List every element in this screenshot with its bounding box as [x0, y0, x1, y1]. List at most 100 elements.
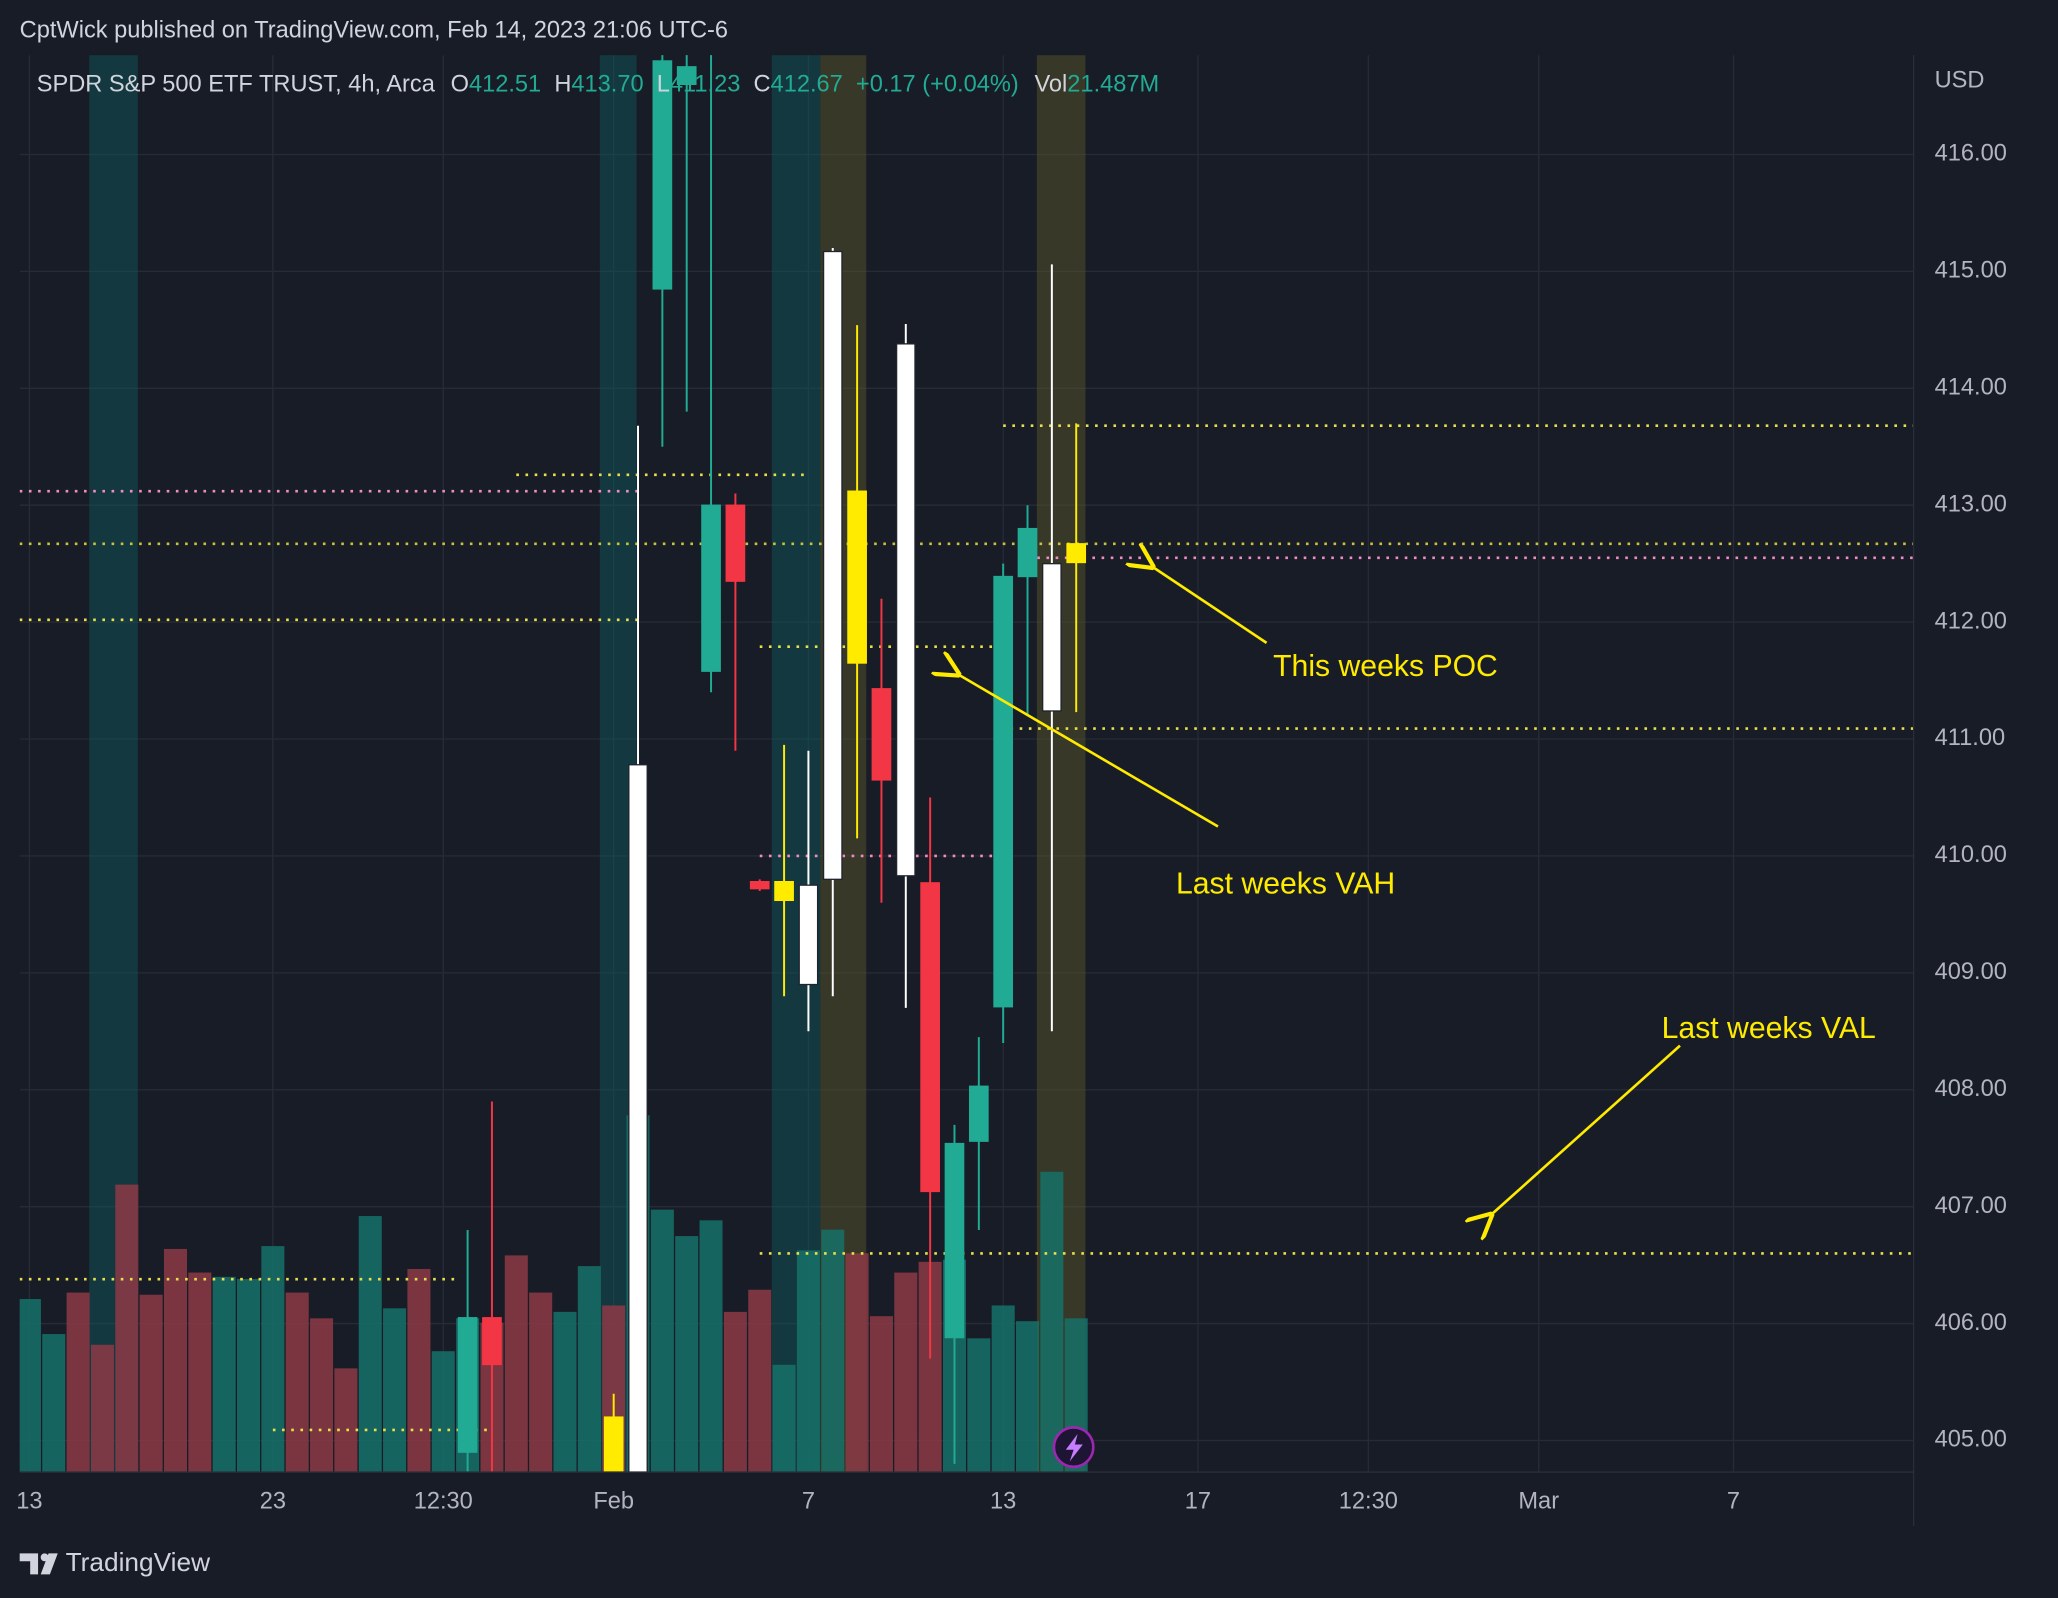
- legend-value: 413.70: [571, 72, 643, 98]
- volume-bar: [212, 1276, 236, 1473]
- x-tick-label: 12:30: [1339, 1488, 1398, 1514]
- legend-value: 412.51: [469, 72, 541, 98]
- candle-body: [1042, 563, 1062, 712]
- volume-bar: [310, 1318, 334, 1473]
- candle-body: [847, 490, 867, 664]
- volume-bar: [188, 1272, 212, 1473]
- y-tick-label: 406.00: [1935, 1310, 2007, 1336]
- footer-brand: TradingView: [66, 1547, 211, 1577]
- legend-value: 411.23: [670, 72, 740, 98]
- symbol: SPDR S&P 500 ETF TRUST, 4h, Arca: [37, 72, 436, 98]
- legend-key: C: [754, 72, 771, 98]
- x-tick-label: 17: [1185, 1488, 1211, 1514]
- volume-bar: [772, 1364, 796, 1473]
- annotation: This weeks POC: [1273, 650, 1498, 683]
- annotation-arrow: [1491, 1044, 1681, 1215]
- volume-bar: [163, 1248, 188, 1473]
- volume-bar: [577, 1266, 601, 1473]
- legend: SPDR S&P 500 ETF TRUST, 4h, Arca O412.51 H…: [37, 72, 1159, 98]
- publish-header: CptWick published on TradingView.com, Fe…: [20, 18, 728, 44]
- volume-bar: [869, 1316, 893, 1473]
- y-tick-label: 414.00: [1935, 375, 2007, 401]
- alert-icon: [1052, 1426, 1095, 1469]
- candle-body: [774, 880, 794, 902]
- y-tick-label: 408.00: [1935, 1076, 2007, 1102]
- candle-body: [482, 1317, 502, 1366]
- y-tick-label: 409.00: [1935, 959, 2007, 985]
- volume-bar: [723, 1311, 747, 1473]
- y-tick-label: 416.00: [1935, 141, 2007, 167]
- legend-key: H: [554, 72, 571, 98]
- plot-area: [19, 55, 1914, 1473]
- candle-body: [457, 1317, 478, 1453]
- x-tick-label: Feb: [593, 1488, 634, 1514]
- candle-body: [968, 1085, 989, 1142]
- x-tick-label: 12:30: [414, 1488, 473, 1514]
- grid: [19, 55, 1914, 1473]
- annotation-arrow: [1152, 567, 1268, 644]
- volume-bar: [66, 1292, 90, 1473]
- annotation-arrow: [958, 674, 1219, 828]
- candle-body: [603, 1416, 624, 1473]
- volume-bar: [553, 1311, 577, 1473]
- candle-body: [944, 1142, 965, 1339]
- candle-body: [871, 688, 892, 781]
- legend-change: +0.17 (+0.04%): [856, 72, 1019, 98]
- candle-body: [1066, 543, 1087, 564]
- volume-bar: [431, 1351, 455, 1473]
- candle-body: [628, 764, 648, 1473]
- volume-bar: [383, 1308, 407, 1473]
- volume-bar: [19, 1299, 41, 1473]
- volume-bar: [845, 1253, 869, 1473]
- x-tick-label: 13: [16, 1488, 42, 1514]
- alert-bolt: [1065, 1434, 1083, 1462]
- candle-body: [676, 66, 697, 85]
- candle-body: [798, 884, 819, 986]
- volume-bar: [1015, 1321, 1040, 1473]
- candle-body: [652, 60, 673, 290]
- volume-bar: [115, 1184, 139, 1473]
- volume-bar: [261, 1246, 285, 1473]
- volume-bar: [796, 1250, 820, 1473]
- x-tick-label: 23: [260, 1488, 286, 1514]
- volume-bar: [1040, 1171, 1064, 1473]
- logo-dot: [40, 1553, 49, 1562]
- annotation: Last weeks VAH: [1176, 868, 1395, 901]
- x-tick-label: 7: [802, 1488, 815, 1514]
- volume-bar: [407, 1268, 431, 1473]
- legend-key: L: [657, 72, 670, 98]
- volume-bar: [967, 1338, 991, 1473]
- volume-bar: [285, 1292, 309, 1473]
- candle-body: [701, 504, 721, 672]
- volume-bar: [529, 1292, 553, 1473]
- volume-bar: [675, 1236, 699, 1473]
- legend-key: Vol: [1034, 72, 1067, 98]
- legend-value: 412.67: [771, 72, 843, 98]
- y-tick-label: 405.00: [1935, 1427, 2007, 1453]
- candle-body: [749, 880, 770, 890]
- x-tick-label: 13: [990, 1488, 1016, 1514]
- axes: 405.00 406.00 407.00 408.00 409.00 410.00 411.…: [16, 141, 2007, 1515]
- currency-label: USD: [1935, 68, 1985, 94]
- volume-bar: [139, 1294, 163, 1473]
- volume-bar: [358, 1216, 382, 1473]
- volume-bar: [237, 1278, 261, 1473]
- y-tick-label: 413.00: [1935, 491, 2007, 517]
- candle-body: [993, 575, 1014, 1008]
- y-tick-label: 411.00: [1935, 725, 2005, 751]
- volume-bar: [748, 1289, 772, 1473]
- annotations: This weeks POC Last weeks VAH Last weeks…: [958, 567, 1876, 1215]
- volume-bar: [699, 1220, 723, 1473]
- volume-bar: [42, 1334, 66, 1473]
- x-tick-label: 7: [1727, 1488, 1740, 1514]
- y-tick-label: 407.00: [1935, 1193, 2007, 1219]
- x-tick-label: Mar: [1518, 1488, 1559, 1514]
- candle-body: [822, 250, 843, 880]
- legend-key: O: [451, 72, 469, 98]
- y-tick-label: 415.00: [1935, 258, 2007, 284]
- volume-bar: [90, 1344, 114, 1473]
- y-tick-label: 412.00: [1935, 608, 2007, 634]
- volume-bar: [821, 1229, 845, 1473]
